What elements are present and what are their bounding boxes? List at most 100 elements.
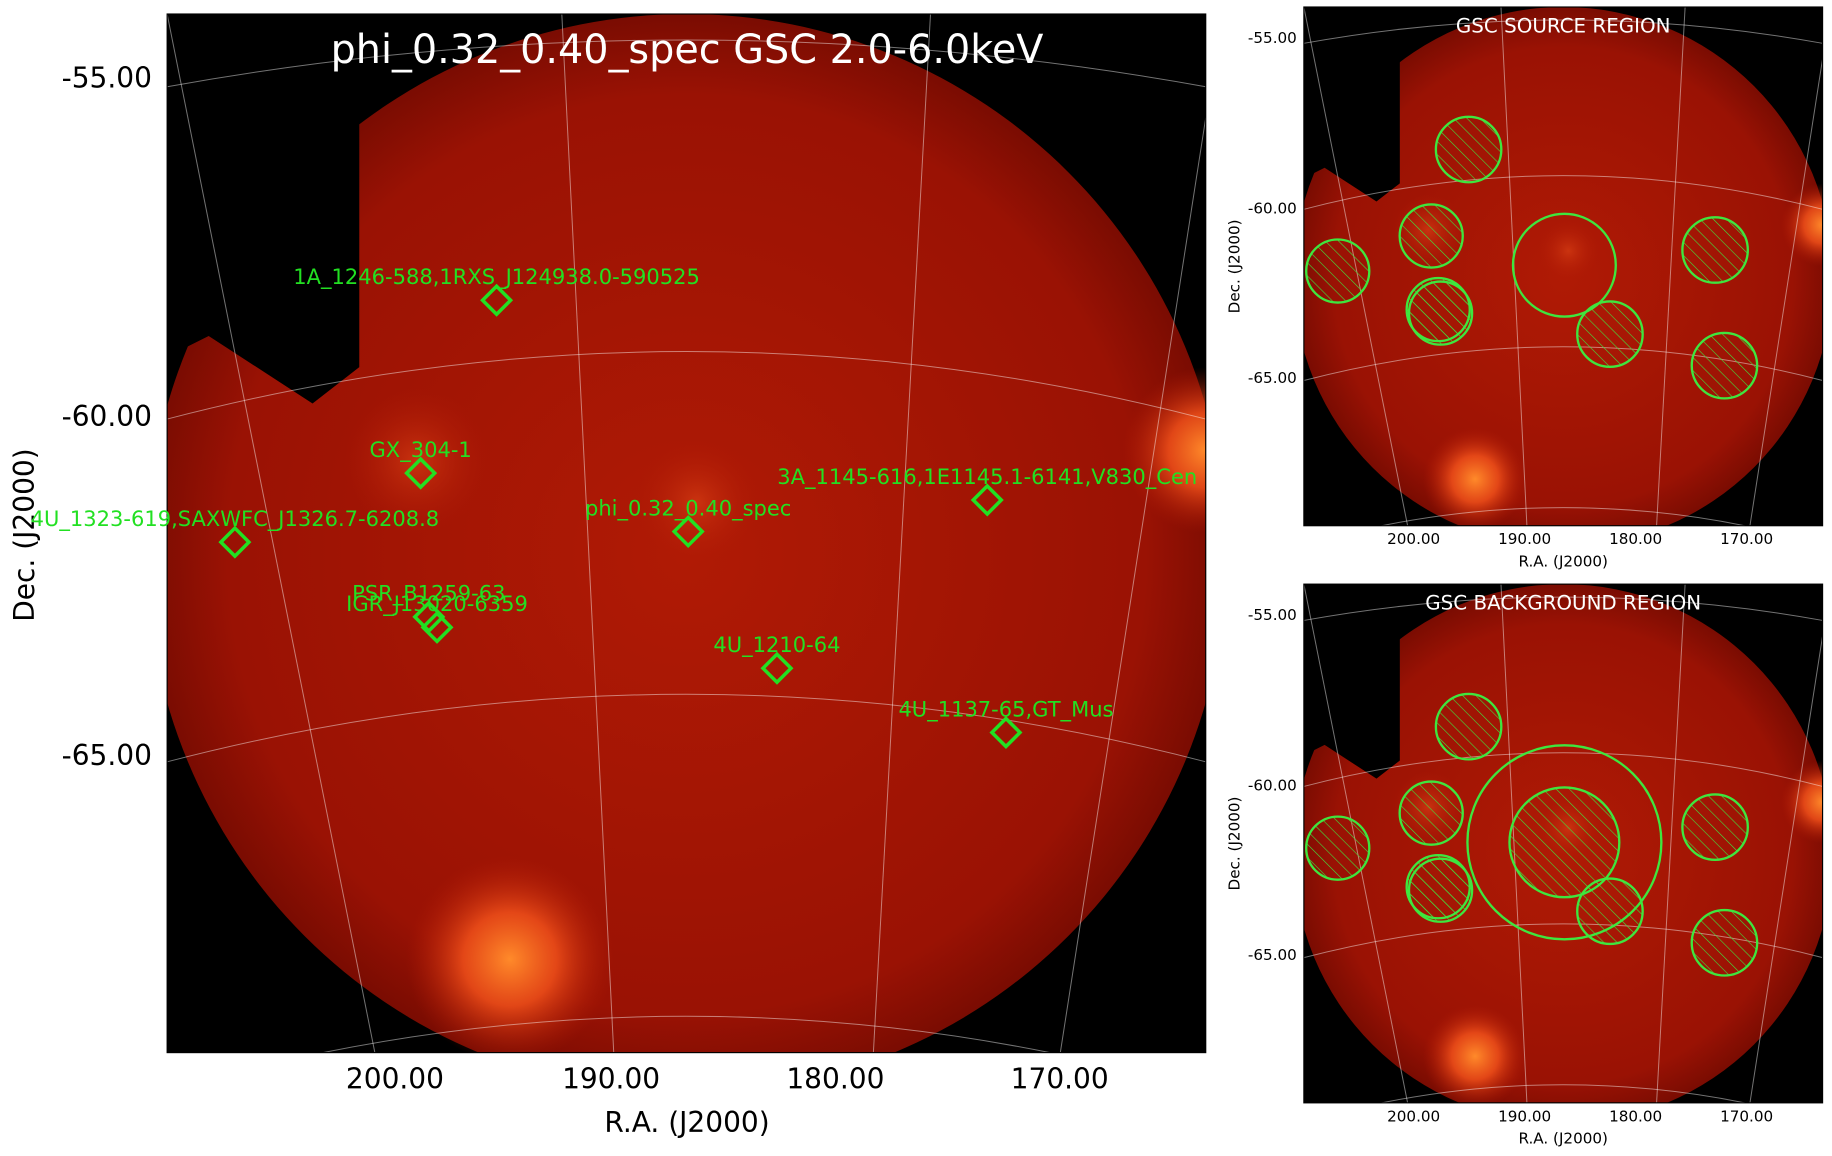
source-label: 4U_1210-64 [713,632,840,657]
region-circle [1681,216,1749,284]
y-tick-label: -55.00 [1248,606,1297,624]
region-circle [1690,908,1759,977]
y-tick-label: -55.00 [1248,29,1297,47]
x-tick-label: 200.00 [1387,1107,1440,1125]
panel-title: GSC SOURCE REGION [1456,14,1671,37]
x-tick-label: 170.00 [1720,530,1773,548]
source-label: 4U_1323-619,SAXWFC_J1326.7-6208.8 [31,506,440,531]
y-tick-label: -65.00 [1248,369,1297,387]
grid-line [1657,7,1686,526]
region-circle [1407,857,1474,923]
grid-line [1304,176,1823,210]
y-axis-label: Dec. (J2000) [1225,219,1243,313]
excluded-region [1508,786,1621,899]
region-circle [1576,877,1644,946]
y-axis-label: Dec. (J2000) [8,448,41,621]
x-tick-label: 200.00 [346,1063,444,1096]
x-tick-label: 180.00 [786,1063,884,1096]
region-circle [1398,780,1464,846]
panel-title: GSC BACKGROUND REGION [1425,591,1701,614]
source-marker [671,515,705,549]
frame [1303,583,1824,1104]
grid-line [873,14,930,1053]
source-marker [420,610,454,644]
grid-line [1304,597,1823,620]
grid-line [167,14,375,1053]
source-label: 1A_1246-588,1RXS_J124938.0-590525 [293,264,700,289]
y-tick-label: -65.00 [1248,946,1297,964]
blob [1423,1004,1527,1103]
y-tick-label: -60.00 [1248,200,1297,218]
x-tick-label: 170.00 [1011,1063,1109,1096]
frame [1303,6,1824,527]
source-marker [970,483,1004,517]
x-tick-label: 190.00 [562,1063,660,1096]
region-circle [1681,793,1749,862]
blob [343,387,490,534]
x-axis-label: R.A. (J2000) [604,1106,769,1139]
sky-image [167,14,1206,1053]
region-circle [1407,280,1474,346]
source-label: GX_304-1 [370,437,472,462]
x-tick-label: 190.00 [1498,530,1551,548]
x-axis-label: R.A. (J2000) [1518,1130,1608,1148]
region-circle [1690,331,1759,400]
grid-line [167,694,1206,762]
blob [1122,367,1206,534]
source-marker [404,456,438,490]
frame [166,13,1207,1054]
x-tick-label: 180.00 [1609,1107,1662,1125]
source-label: PSR_B1259-63 [352,581,505,606]
grid-line [1304,20,1823,43]
grid-line [167,352,1206,420]
x-tick-label: 170.00 [1720,1107,1773,1125]
source-label: IGR_J13020-6359 [346,591,528,616]
source-marker [480,283,514,317]
region-circle [1398,203,1464,269]
region-circle [1305,238,1371,304]
grid-line [1657,584,1686,1103]
x-tick-label: 190.00 [1498,1107,1551,1125]
y-tick-label: -65.00 [62,739,152,772]
region-circle [1305,815,1371,881]
sky-mask [1303,7,1400,202]
source-label: phi_0.32_0.40_spec [585,495,791,520]
grid-line [1382,508,1745,526]
x-tick-label: 200.00 [1387,530,1440,548]
blob [1781,760,1823,844]
y-tick-label: -60.00 [1248,777,1297,795]
region-circle [1434,692,1503,761]
blob [1423,427,1527,526]
grid-line [1304,753,1823,787]
blob [634,439,760,565]
grid-line [323,1016,1050,1052]
sky-image [1303,7,1823,526]
x-axis-label: R.A. (J2000) [1518,552,1608,570]
grid-line [167,40,1206,87]
sky-mask [1303,584,1400,779]
y-axis-label: Dec. (J2000) [1225,797,1243,891]
grid-line [1382,1085,1745,1103]
blob [1781,183,1823,267]
source-region [1511,212,1617,318]
grid-line [1750,59,1823,526]
background-region [1466,744,1663,941]
blob [1537,219,1600,282]
region-circle [1434,115,1503,184]
y-tick-label: -55.00 [62,61,152,94]
source-label: 3A_1145-616,1E1145.1-6141,V830_Cen [777,464,1197,489]
grid-line [1750,636,1823,1103]
source-label: 4U_1137-65,GT_Mus [898,696,1113,721]
grid-line [562,14,614,1053]
sky-image [1303,584,1823,1103]
y-tick-label: -60.00 [62,400,152,433]
region-circle [1576,300,1644,369]
sky-mask [167,14,360,404]
source-marker [760,651,794,685]
grid-line [1060,118,1205,1053]
source-marker [218,525,252,559]
source-marker [989,716,1023,750]
main-title: phi_0.32_0.40_spec GSC 2.0-6.0keV [331,27,1044,73]
blob [406,855,614,1053]
